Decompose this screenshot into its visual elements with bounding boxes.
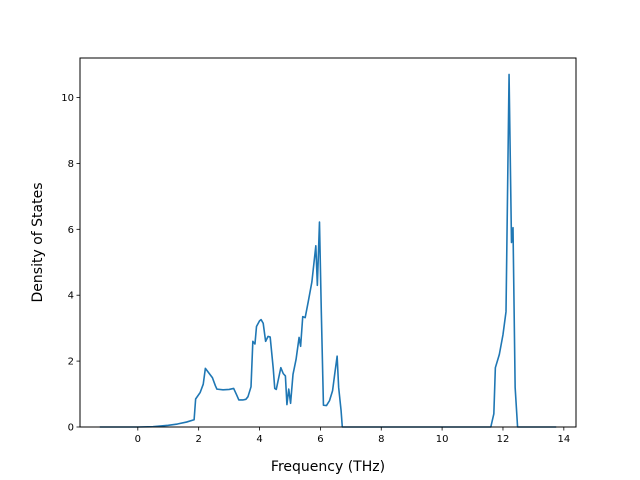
tick-layer: 0 2 4 6 8 10 12 14 0 2 4 6 8 10 bbox=[61, 93, 570, 445]
x-tick-label: 2 bbox=[195, 434, 201, 445]
y-tick-label: 0 bbox=[68, 423, 74, 434]
x-tick-label: 12 bbox=[497, 434, 510, 445]
plot-frame bbox=[79, 57, 577, 428]
y-tick-label: 8 bbox=[68, 159, 74, 170]
y-axis-label: Density of States bbox=[30, 183, 46, 303]
x-tick-label: 6 bbox=[317, 434, 323, 445]
x-tick-label: 8 bbox=[378, 434, 384, 445]
x-tick-label: 0 bbox=[135, 434, 141, 445]
x-axis-label: Frequency (THz) bbox=[271, 459, 385, 475]
x-tick-label: 14 bbox=[557, 434, 570, 445]
y-tick-label: 4 bbox=[68, 291, 74, 302]
plot-area bbox=[80, 58, 576, 427]
y-tick-label: 10 bbox=[61, 93, 74, 104]
y-tick-label: 6 bbox=[68, 225, 74, 236]
y-tick-label: 2 bbox=[68, 357, 74, 368]
x-tick-label: 10 bbox=[436, 434, 449, 445]
x-tick-label: 4 bbox=[256, 434, 262, 445]
